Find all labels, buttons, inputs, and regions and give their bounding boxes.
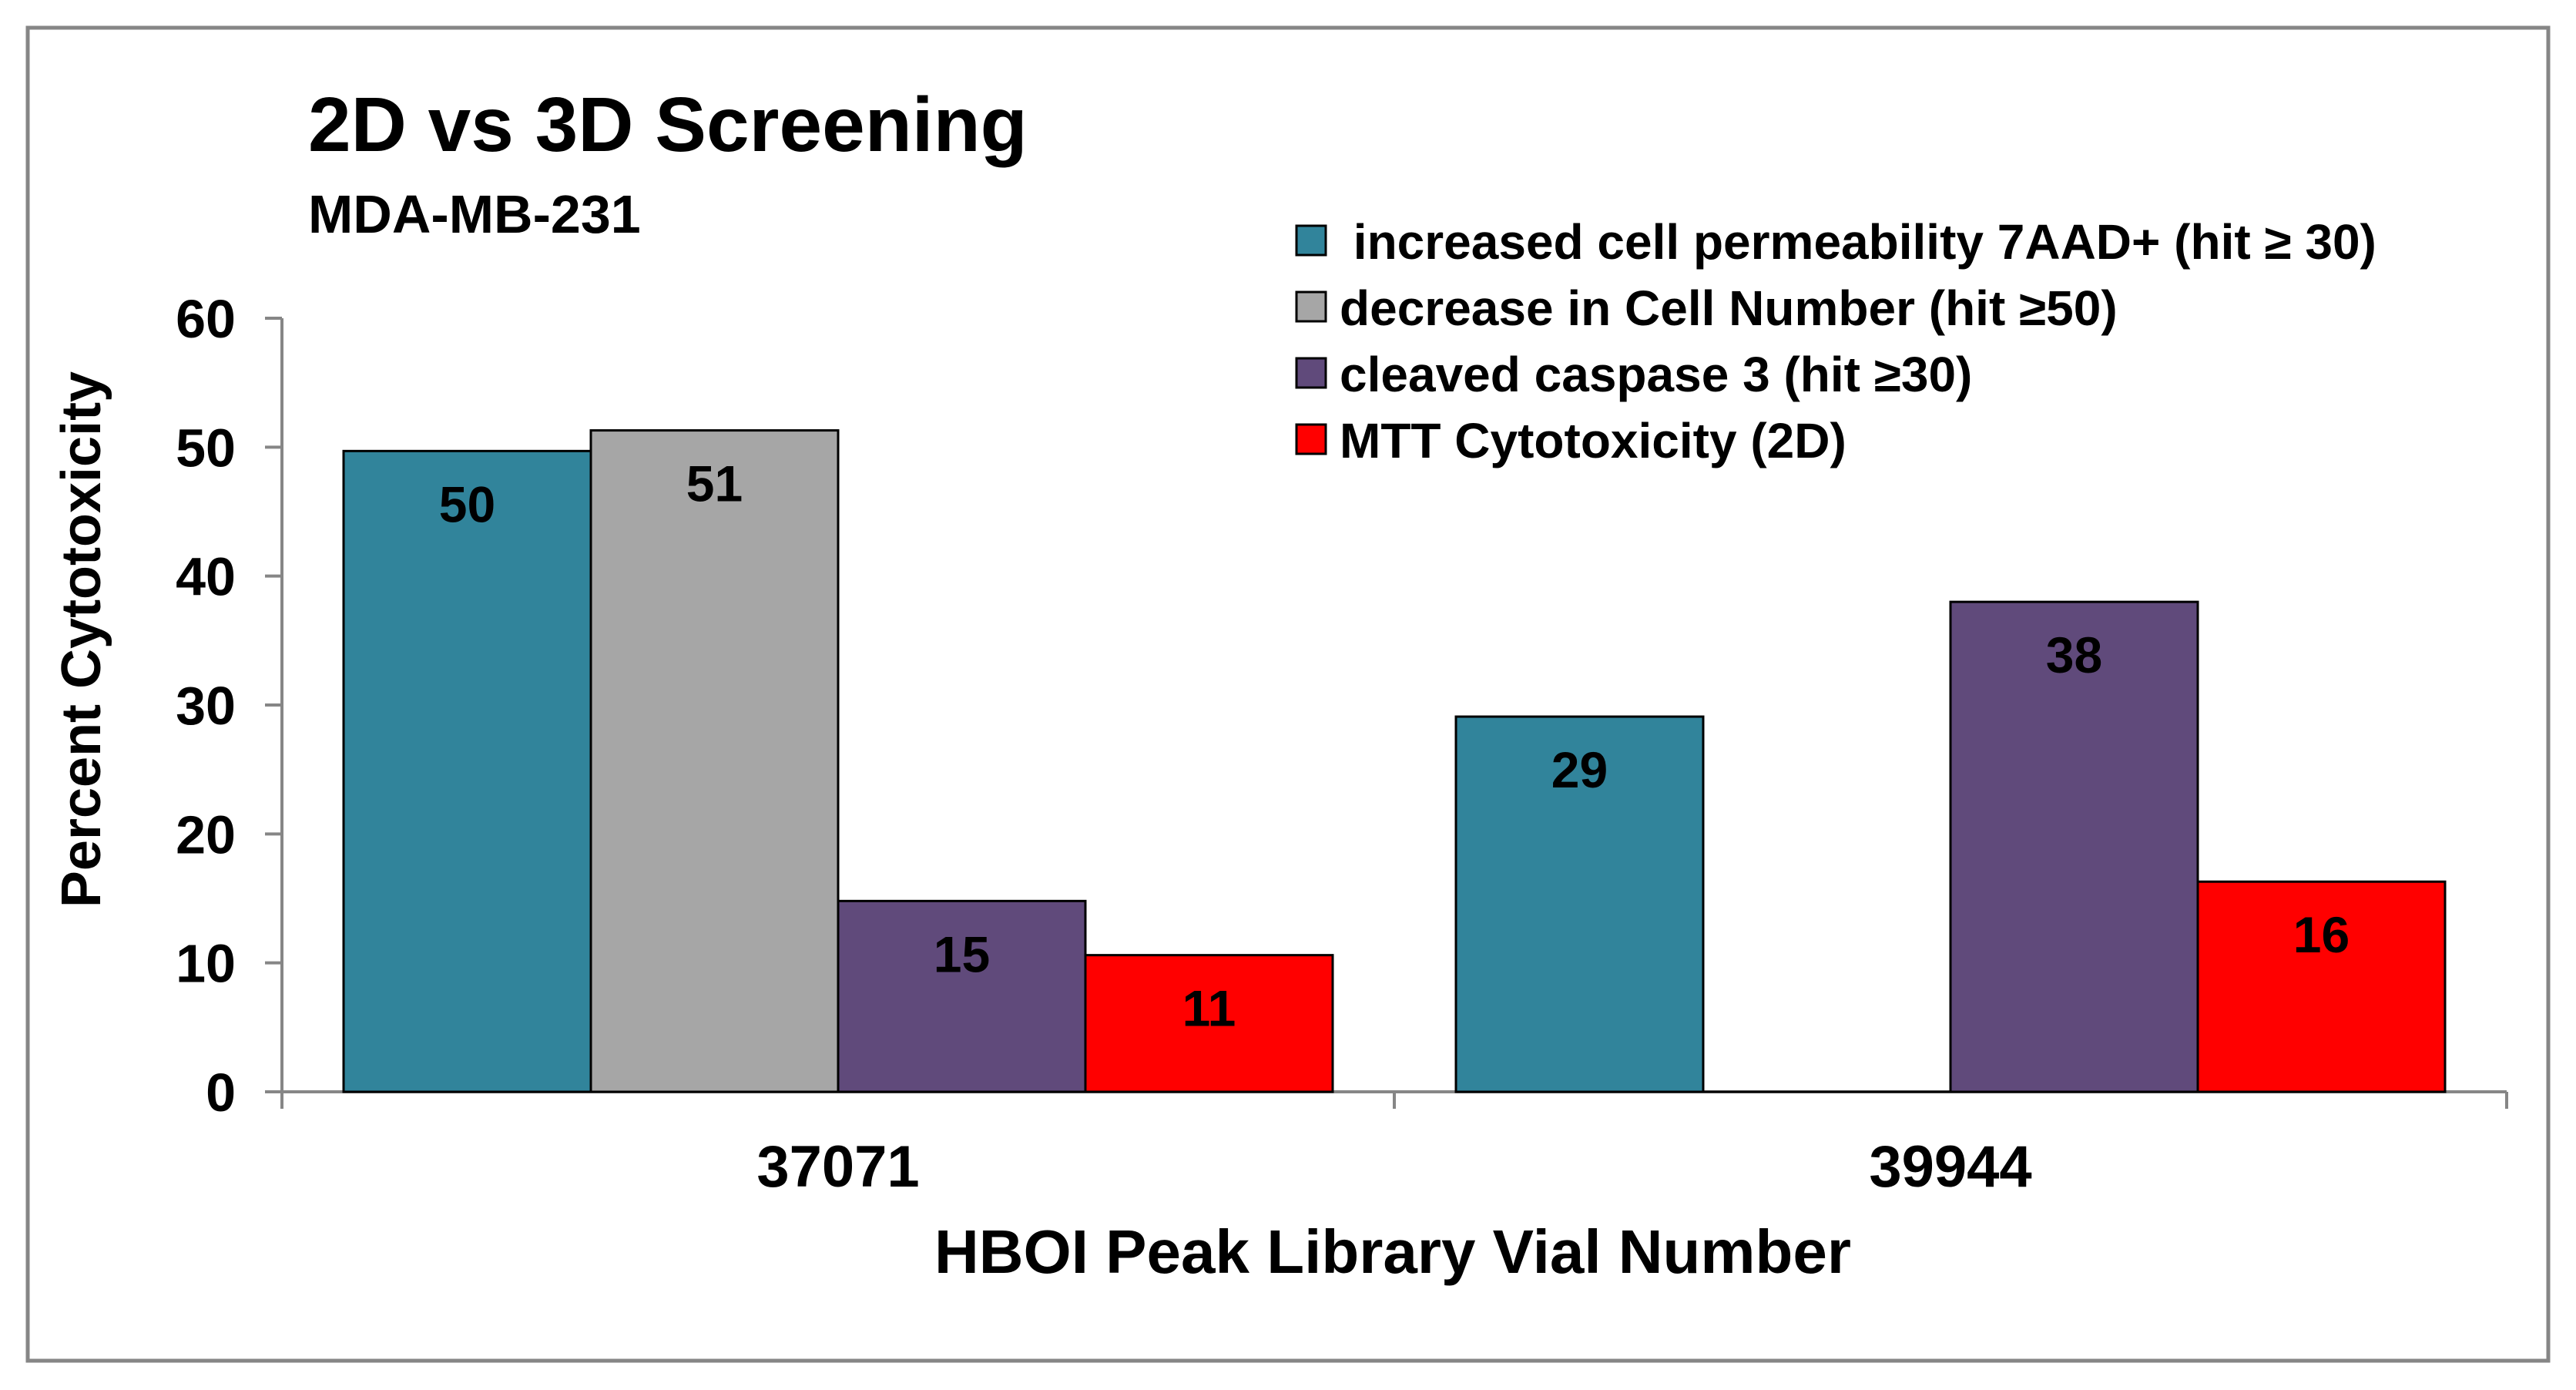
bar-1-37071 bbox=[342, 449, 592, 1093]
legend-swatch-3 bbox=[1295, 357, 1327, 389]
bar-labels: 50 51 15 11 29 38 16 bbox=[439, 455, 2350, 1037]
bar-1-39944 bbox=[1454, 715, 1705, 1093]
legend-swatch-1 bbox=[1295, 224, 1327, 257]
legend-swatch-2 bbox=[1295, 290, 1327, 323]
bar-4-37071 bbox=[1084, 954, 1334, 1093]
x-tick-label: 39944 bbox=[1869, 1134, 2031, 1200]
chart-title: 2D vs 3D Screening bbox=[308, 82, 1028, 168]
bar-value-label: 50 bbox=[439, 475, 495, 532]
y-axis: 0 10 20 30 40 50 60 bbox=[176, 289, 283, 1123]
bar-2-37071 bbox=[589, 429, 840, 1093]
y-tick-label: 20 bbox=[176, 804, 236, 865]
bar-value-label: 38 bbox=[2046, 626, 2102, 683]
chart-subtitle: MDA-MB-231 bbox=[308, 184, 641, 244]
bar-value-label: 15 bbox=[934, 925, 990, 982]
y-tick-label: 60 bbox=[176, 289, 236, 349]
bar-value-label: 51 bbox=[686, 455, 743, 512]
x-axis-title: HBOI Peak Library Vial Number bbox=[934, 1217, 1851, 1286]
y-tick-label: 10 bbox=[176, 934, 236, 994]
legend-label-1: increased cell permeability 7AAD+ (hit ≥… bbox=[1340, 214, 2376, 270]
bars bbox=[342, 429, 2447, 1093]
legend: increased cell permeability 7AAD+ (hit ≥… bbox=[1295, 214, 2376, 468]
x-tick-label: 37071 bbox=[756, 1134, 919, 1200]
y-tick-label: 0 bbox=[206, 1063, 236, 1123]
bar-3-39944 bbox=[1949, 600, 2199, 1093]
bar-4-39944 bbox=[2196, 880, 2447, 1093]
y-axis-title: Percent Cytotoxicity bbox=[51, 371, 112, 908]
bar-value-label: 11 bbox=[1182, 980, 1236, 1037]
y-tick-label: 40 bbox=[176, 547, 236, 607]
bar-value-label: 29 bbox=[1551, 741, 1608, 798]
legend-swatch-4 bbox=[1295, 423, 1327, 455]
legend-label-3: cleaved caspase 3 (hit ≥30) bbox=[1340, 347, 1972, 402]
bar-3-37071 bbox=[837, 899, 1087, 1093]
y-tick-label: 30 bbox=[176, 676, 236, 736]
y-tick-label: 50 bbox=[176, 418, 236, 478]
legend-label-4: MTT Cytotoxicity (2D) bbox=[1340, 413, 1846, 468]
bar-value-label: 16 bbox=[2293, 906, 2350, 963]
legend-label-2: decrease in Cell Number (hit ≥50) bbox=[1340, 280, 2118, 336]
